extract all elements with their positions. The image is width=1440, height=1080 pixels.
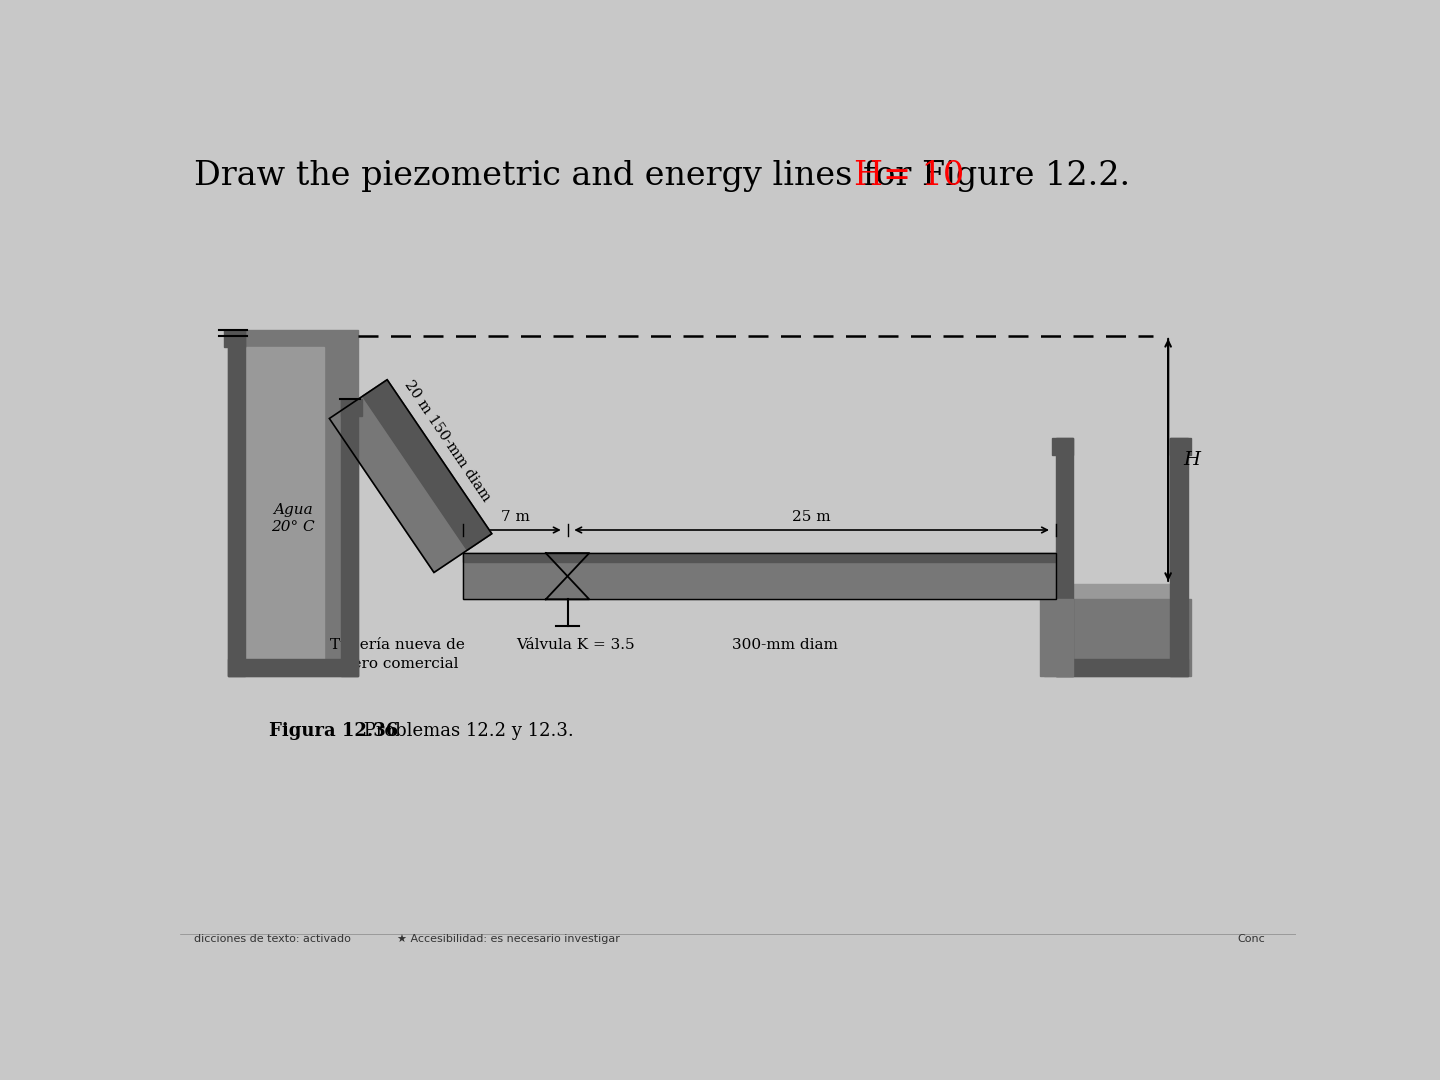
Text: Conc: Conc bbox=[1237, 934, 1264, 944]
Bar bbox=[341, 400, 361, 416]
Text: 25 m: 25 m bbox=[792, 510, 831, 524]
Text: 7 m: 7 m bbox=[501, 510, 530, 524]
Text: acero comercial: acero comercial bbox=[336, 657, 459, 671]
Text: H= 10: H= 10 bbox=[854, 161, 965, 192]
Bar bbox=[1171, 437, 1191, 455]
Polygon shape bbox=[363, 380, 492, 550]
Bar bbox=[1051, 437, 1073, 455]
Bar bbox=[225, 329, 245, 347]
Bar bbox=[462, 553, 1056, 563]
Text: Problemas 12.2 y 12.3.: Problemas 12.2 y 12.3. bbox=[359, 723, 575, 741]
Bar bbox=[1056, 437, 1073, 676]
Polygon shape bbox=[330, 380, 492, 572]
Text: Agua
20° C: Agua 20° C bbox=[271, 503, 315, 534]
Text: Tubería nueva de: Tubería nueva de bbox=[330, 638, 465, 652]
Bar bbox=[1040, 599, 1191, 676]
Text: dicciones de texto: activado: dicciones de texto: activado bbox=[194, 934, 351, 944]
Bar bbox=[462, 553, 1056, 599]
Text: Draw the piezometric and energy lines for Figure 12.2.: Draw the piezometric and energy lines fo… bbox=[194, 161, 1140, 192]
Bar bbox=[462, 553, 1056, 599]
Bar bbox=[245, 347, 324, 660]
Bar bbox=[1044, 599, 1073, 676]
Bar bbox=[228, 329, 359, 676]
Text: 300-mm diam: 300-mm diam bbox=[732, 638, 838, 652]
Text: ★ Accesibilidad: es necesario investigar: ★ Accesibilidad: es necesario investigar bbox=[397, 934, 619, 944]
Bar bbox=[341, 400, 359, 676]
Text: Figura 12.36: Figura 12.36 bbox=[269, 723, 399, 741]
Text: H: H bbox=[1184, 451, 1201, 469]
Bar bbox=[1073, 584, 1171, 660]
Bar bbox=[1056, 660, 1188, 676]
Bar bbox=[228, 660, 359, 676]
Text: Válvula K = 3.5: Válvula K = 3.5 bbox=[516, 638, 635, 652]
Bar bbox=[228, 329, 245, 676]
Bar bbox=[1171, 437, 1188, 676]
Text: 20 m 150-mm diam: 20 m 150-mm diam bbox=[402, 378, 492, 504]
